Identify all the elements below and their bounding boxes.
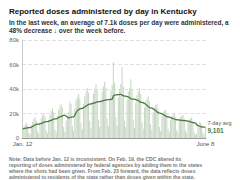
svg-text:where the shots had been given: where the shots had been given. From Feb… xyxy=(9,168,197,174)
svg-text:9,101: 9,101 xyxy=(207,127,224,135)
svg-text:June 8: June 8 xyxy=(196,141,215,147)
svg-text:Reported doses administered by: Reported doses administered by day in Ke… xyxy=(9,7,197,16)
svg-text:80k: 80k xyxy=(9,37,20,43)
svg-text:60k: 60k xyxy=(9,62,20,68)
svg-text:48% decrease ↓ over the week b: 48% decrease ↓ over the week before. xyxy=(9,27,126,34)
svg-text:administered to residents of t: administered to residents of the state r… xyxy=(9,174,195,180)
svg-text:Jan. 12: Jan. 12 xyxy=(13,141,33,147)
svg-text:In the last week, an average o: In the last week, an average of 7.1k dos… xyxy=(9,19,230,27)
svg-text:reporting of doses administere: reporting of doses administered by feder… xyxy=(9,162,204,168)
svg-text:20k: 20k xyxy=(9,111,20,117)
svg-text:40k: 40k xyxy=(9,86,20,92)
svg-text:0: 0 xyxy=(15,135,19,141)
svg-text:Note: Data before Jan. 12 is i: Note: Data before Jan. 12 is inconsisten… xyxy=(9,156,183,162)
svg-text:7-day avg: 7-day avg xyxy=(207,120,231,126)
